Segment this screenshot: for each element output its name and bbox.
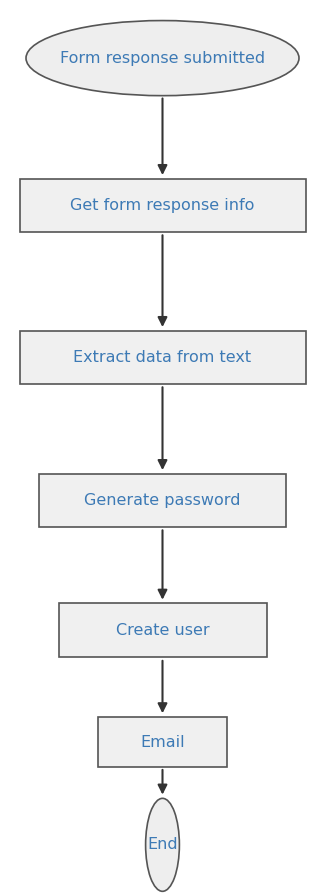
Text: Email: Email xyxy=(140,735,185,749)
Circle shape xyxy=(146,798,179,891)
FancyBboxPatch shape xyxy=(58,603,266,657)
Text: Create user: Create user xyxy=(116,623,209,637)
FancyBboxPatch shape xyxy=(98,717,228,767)
FancyBboxPatch shape xyxy=(20,331,305,384)
FancyBboxPatch shape xyxy=(20,179,305,232)
FancyBboxPatch shape xyxy=(39,474,286,527)
Text: Get form response info: Get form response info xyxy=(70,198,255,213)
Ellipse shape xyxy=(26,21,299,96)
Text: Form response submitted: Form response submitted xyxy=(60,51,265,65)
Text: Generate password: Generate password xyxy=(84,493,241,508)
Text: End: End xyxy=(147,838,178,852)
Text: Extract data from text: Extract data from text xyxy=(73,350,252,365)
